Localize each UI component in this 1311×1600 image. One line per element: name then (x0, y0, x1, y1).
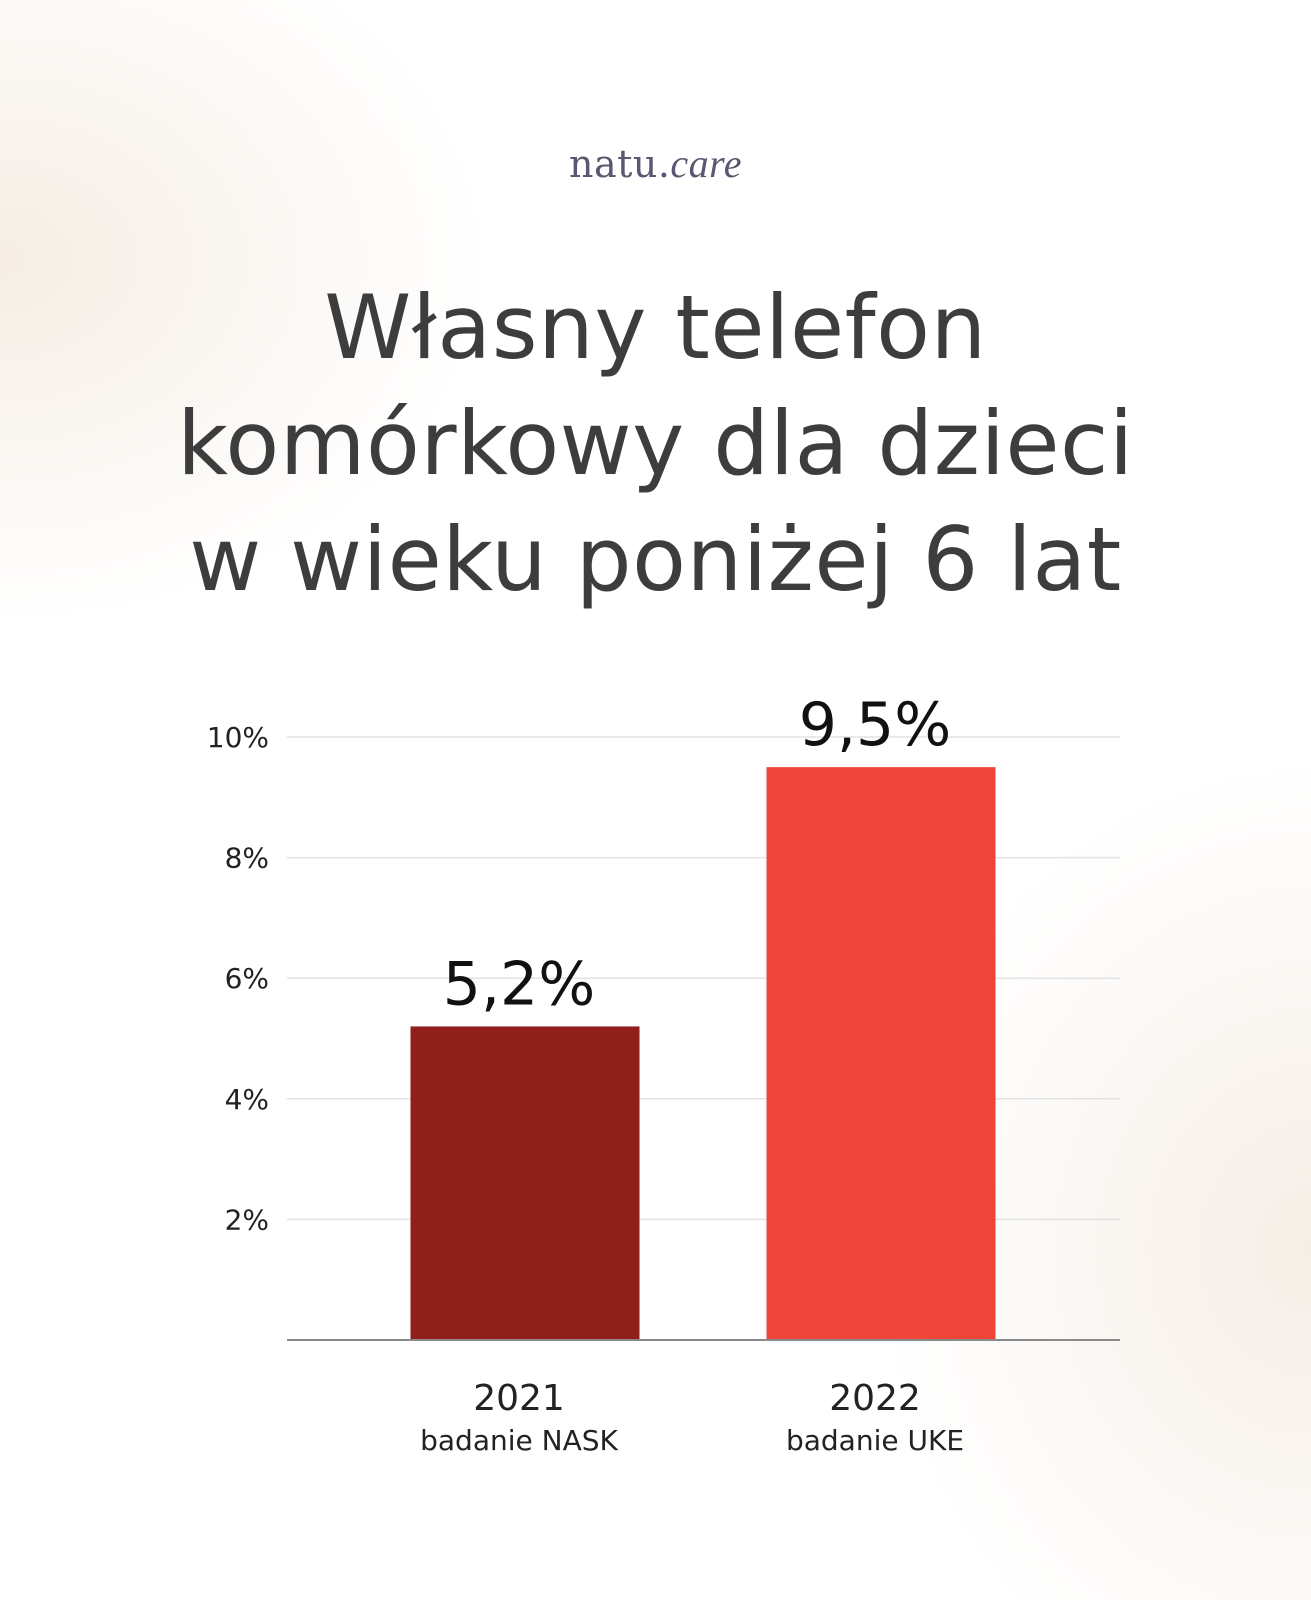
brand-name-accent: care (670, 141, 743, 186)
x-tick-label: 2022 (829, 1378, 921, 1419)
title-line-1: Własny telefon (324, 276, 987, 379)
title-line-2: komórkowy dla dzieci (177, 392, 1134, 495)
bar (410, 1026, 640, 1340)
x-tick-sublabel: badanie NASK (420, 1424, 618, 1457)
y-tick-label: 8% (225, 842, 269, 875)
y-tick-label: 6% (225, 962, 269, 995)
y-tick-label: 10% (207, 721, 269, 754)
title-line-3: w wieku poniżej 6 lat (189, 508, 1122, 611)
y-tick-label: 2% (225, 1203, 269, 1236)
x-tick-sublabel: badanie UKE (786, 1424, 964, 1457)
x-tick-label: 2021 (473, 1378, 565, 1419)
brand-logo: natu.care (0, 140, 1311, 187)
data-label: 9,5% (799, 690, 951, 760)
brand-name-main: natu. (568, 142, 671, 186)
y-tick-label: 4% (225, 1083, 269, 1116)
bar (766, 767, 996, 1340)
page-title: Własny telefon komórkowy dla dzieci w wi… (0, 270, 1311, 618)
data-label: 5,2% (443, 949, 595, 1019)
